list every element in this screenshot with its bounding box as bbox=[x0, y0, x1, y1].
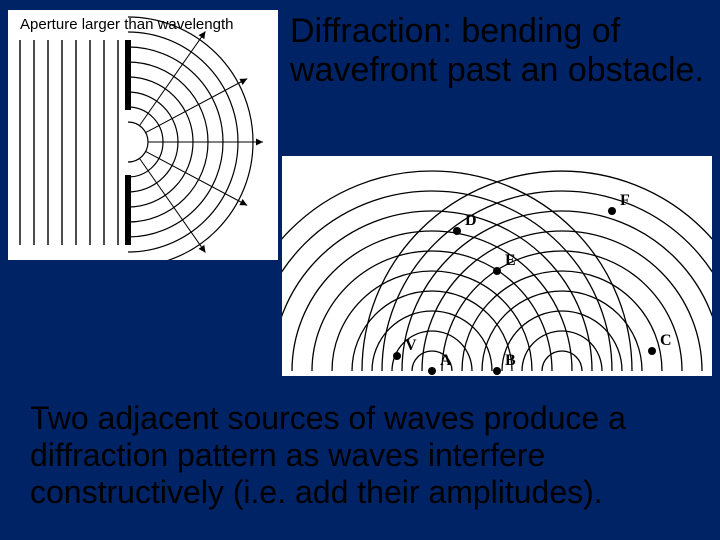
slide: Aperture larger than wavelength Diffract… bbox=[0, 0, 720, 540]
slide-title: Diffraction: bending of wavefront past a… bbox=[290, 12, 710, 90]
svg-text:E: E bbox=[505, 252, 516, 269]
svg-text:F: F bbox=[620, 192, 630, 209]
interference-diagram: A B V C D E F bbox=[282, 156, 712, 376]
aperture-caption: Aperture larger than wavelength bbox=[20, 16, 233, 33]
bottom-caption: Two adjacent sources of waves produce a … bbox=[30, 400, 690, 510]
svg-text:D: D bbox=[465, 212, 477, 229]
svg-text:C: C bbox=[660, 332, 672, 349]
aperture-diagram: Aperture larger than wavelength bbox=[8, 10, 278, 260]
svg-text:V: V bbox=[405, 337, 417, 354]
aperture-svg bbox=[8, 10, 278, 260]
interference-svg: A B V C D E F bbox=[282, 156, 712, 376]
svg-text:A: A bbox=[440, 352, 452, 369]
svg-text:B: B bbox=[505, 352, 516, 369]
